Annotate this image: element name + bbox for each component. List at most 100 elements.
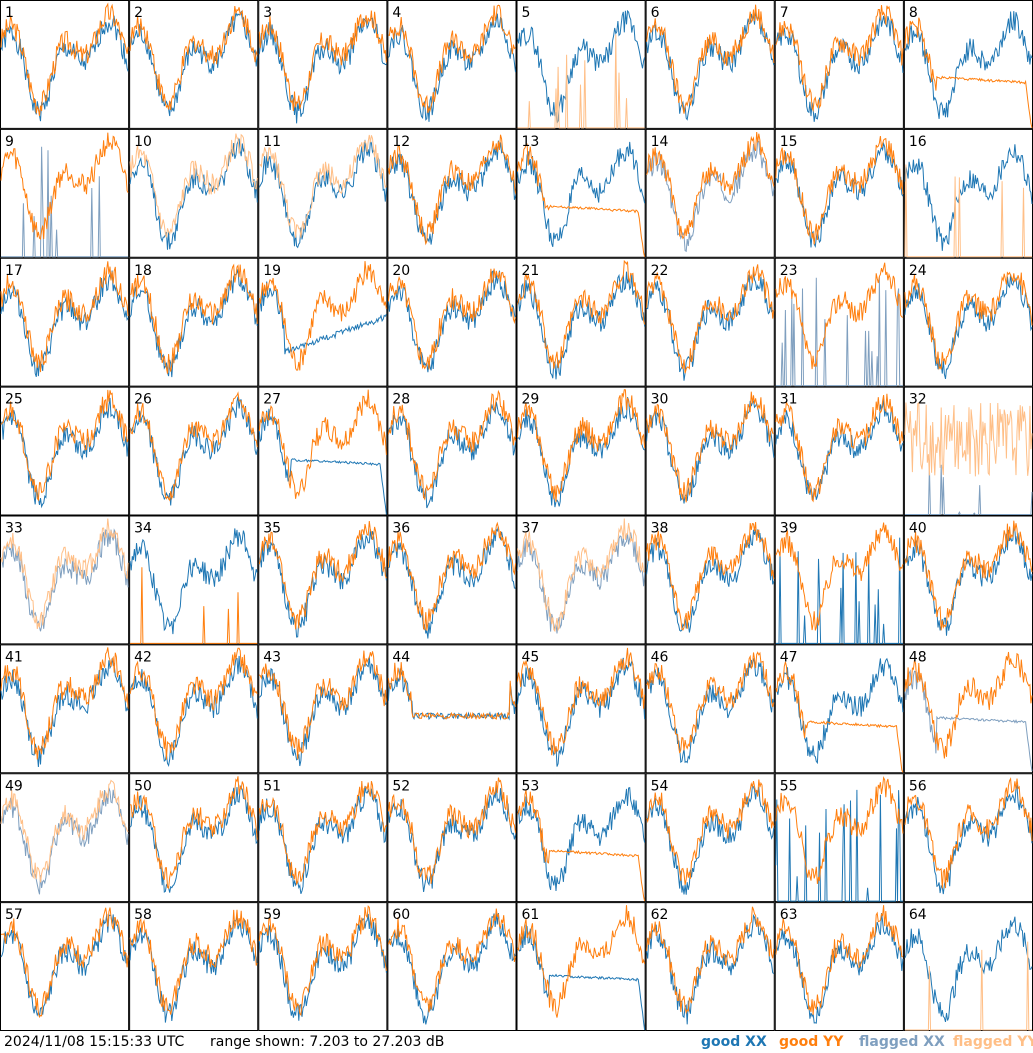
panel-label: 7: [780, 5, 789, 21]
panel-frame: [516, 386, 646, 516]
panel-10: 10: [129, 128, 259, 258]
series-goodYY-4: [388, 4, 516, 114]
panel-frame: [258, 644, 388, 774]
series-goodXX-10: [129, 138, 258, 250]
panel-label: 55: [780, 778, 798, 794]
series-flagYY-11: [259, 134, 387, 238]
series-goodXX-15: [775, 141, 904, 249]
series-goodXX-16: [904, 144, 1033, 251]
series-flagXX-32: [904, 464, 1033, 515]
series-goodXX-55: [775, 789, 903, 902]
series-goodXX-28: [387, 401, 516, 509]
range-label: range shown: 7.203 to 27.203 dB: [210, 1034, 445, 1050]
series-goodXX-40: [904, 526, 1033, 636]
panel-label: 47: [780, 649, 798, 665]
panel-frame: [774, 773, 904, 903]
panel-label: 26: [134, 392, 152, 408]
series-goodYY-25: [0, 389, 129, 502]
panel-frame: [387, 644, 517, 774]
series-goodYY-15: [775, 136, 904, 245]
panel-label: 38: [651, 521, 669, 537]
series-goodXX-11: [258, 139, 387, 249]
panel-4: 4: [387, 0, 517, 129]
panel-label: 63: [780, 907, 798, 923]
series-goodXX-19: [258, 281, 387, 355]
panel-frame: [129, 257, 259, 387]
series-goodYY-61: [517, 905, 646, 1018]
series-goodXX-34: [129, 528, 258, 635]
panel-frame: [0, 257, 130, 387]
panel-label: 11: [263, 134, 281, 150]
panel-frame: [645, 386, 775, 516]
series-goodYY-27: [258, 389, 387, 499]
series-goodXX-59: [258, 913, 387, 1021]
series-flagXX-23: [775, 277, 903, 387]
panel-label: 45: [522, 649, 540, 665]
panel-49: 49: [0, 773, 130, 903]
series-goodXX-22: [646, 272, 775, 381]
panel-40: 40: [903, 515, 1033, 645]
panel-frame: [387, 773, 517, 903]
panel-label: 62: [651, 907, 669, 923]
panel-frame: [258, 128, 388, 258]
panel-label: 6: [651, 5, 660, 21]
series-flagYY-10: [129, 133, 258, 238]
panel-frame: [774, 257, 904, 387]
series-goodXX-2: [129, 10, 258, 117]
panel-62: 62: [645, 902, 775, 1031]
panel-32: 32: [903, 386, 1033, 516]
panel-frame: [387, 386, 517, 516]
series-goodXX-25: [0, 397, 129, 509]
series-goodXX-18: [129, 268, 258, 378]
series-goodXX-7: [775, 12, 904, 122]
panel-label: 56: [909, 778, 927, 794]
series-goodYY-21: [517, 259, 646, 369]
panel-51: 51: [258, 773, 388, 903]
series-goodXX-57: [0, 913, 129, 1017]
series-goodYY-2: [129, 6, 258, 110]
series-goodXX-53: [517, 787, 646, 892]
series-goodXX-62: [646, 913, 775, 1025]
series-goodXX-64: [904, 916, 1033, 1023]
panel-30: 30: [645, 386, 775, 516]
series-goodYY-19: [258, 261, 387, 371]
series-goodYY-47: [775, 661, 904, 773]
panel-38: 38: [645, 515, 775, 645]
panel-label: 39: [780, 521, 798, 537]
panel-47: 47: [774, 644, 904, 774]
panel-frame: [516, 257, 646, 387]
panel-label: 23: [780, 263, 798, 279]
series-goodYY-54: [646, 779, 775, 885]
panel-label: 49: [5, 778, 23, 794]
panel-frame: [258, 386, 388, 516]
panel-frame: [516, 773, 646, 903]
panel-label: 2: [134, 5, 143, 21]
series-goodYY-45: [517, 647, 646, 756]
series-goodXX-58: [129, 915, 258, 1023]
series-goodYY-9: [0, 132, 129, 240]
series-flagYY-32: [904, 401, 1033, 477]
panel-label: 36: [392, 521, 410, 537]
panel-label: 21: [522, 263, 540, 279]
panel-frame: [0, 515, 130, 645]
series-flagXX-14: [646, 140, 775, 253]
series-goodYY-40: [904, 520, 1033, 631]
panel-25: 25: [0, 386, 130, 516]
panel-14: 14: [645, 128, 775, 258]
panel-12: 12: [387, 128, 517, 258]
panel-3: 3: [258, 0, 388, 129]
panel-label: 40: [909, 521, 927, 537]
panel-frame: [129, 386, 259, 516]
legend-good-yy: good YY: [779, 1034, 844, 1050]
panel-frame: [129, 0, 259, 129]
panel-label: 48: [909, 649, 927, 665]
panel-label: 29: [522, 392, 540, 408]
panel-19: 19: [258, 257, 388, 387]
series-flagXX-48: [904, 669, 1033, 772]
series-goodYY-58: [129, 909, 258, 1015]
panel-frame: [0, 386, 130, 516]
panel-frame: [258, 0, 388, 129]
series-goodYY-18: [129, 263, 258, 374]
series-flagYY-16: [904, 164, 1032, 258]
